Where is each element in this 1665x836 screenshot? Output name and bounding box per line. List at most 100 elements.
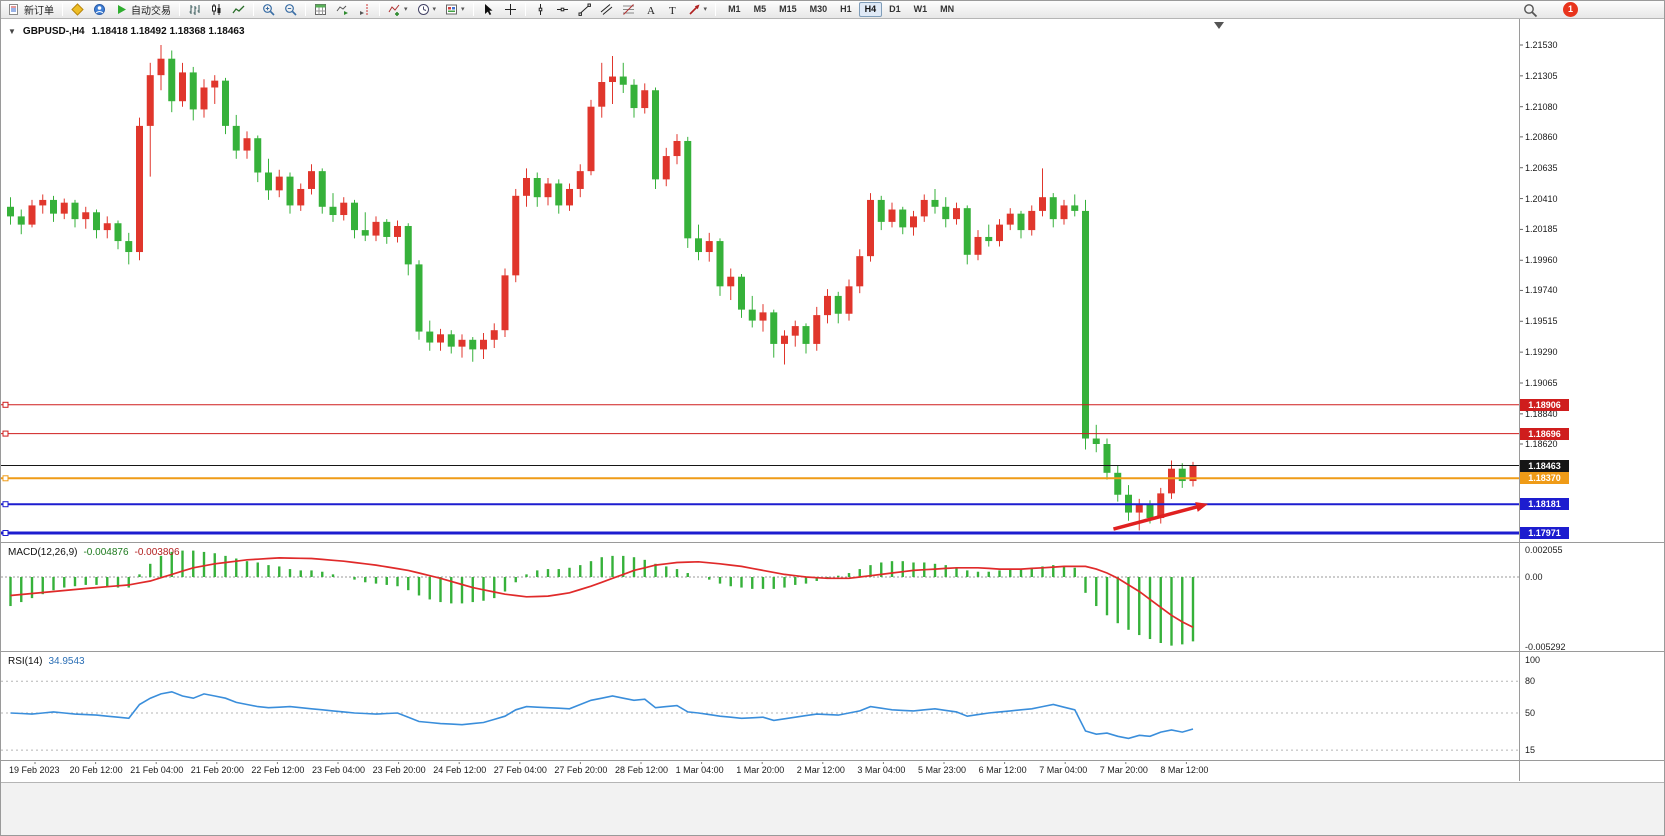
timeframe-m15[interactable]: M15 [779,4,797,14]
rsi-label: RSI(14) 34.9543 [8,656,85,667]
metaeditor-icon [71,3,84,16]
horizontal-line-button[interactable] [552,2,573,18]
new-order-button[interactable]: 新订单 [4,2,58,18]
rsi-value: 34.9543 [48,656,85,667]
market-watch-icon [94,4,105,15]
price-tick-label: 1.18840 [1525,408,1558,419]
panel-separator[interactable] [1,542,1664,544]
bar-chart-button[interactable] [184,2,205,18]
autotrading-label: 自动交易 [131,6,171,17]
vertical-line-button[interactable] [530,2,551,18]
rsi-level-label: 50 [1525,708,1536,718]
time-axis-label: 3 Mar 04:00 [857,765,906,775]
autotrading-play-icon [118,5,126,14]
candlestick-chart-icon [212,4,221,15]
autotrading-button[interactable]: 自动交易 [111,2,175,18]
time-axis-label: 7 Mar 04:00 [1039,765,1088,775]
zoom-out-icon [285,4,297,16]
templates-button[interactable]: ▾ [441,2,469,18]
new-order-icon [9,4,18,15]
toolbar-separator [472,3,474,16]
metaeditor-button[interactable] [67,2,88,18]
market-watch-button[interactable] [89,2,110,18]
time-axis-label: 2 Mar 12:00 [796,765,845,775]
macd-signal-value: -0.003806 [134,547,180,558]
timeframe-m30[interactable]: M30 [809,4,828,14]
timeframe-w1[interactable]: W1 [913,4,928,14]
window-footer-area [1,782,1664,835]
time-axis-label: 1 Mar 04:00 [675,765,724,775]
macd-panel[interactable] [1,544,1519,651]
timeframe-d1[interactable]: D1 [889,4,901,14]
time-axis-label: 19 Feb 2023 [9,765,60,775]
time-axis-label: 21 Feb 04:00 [130,765,184,775]
time-axis-label: 1 Mar 20:00 [736,765,785,775]
fibonacci-button[interactable] [618,2,639,18]
time-axis-label: 27 Feb 20:00 [554,765,608,775]
new-chart-icon [315,4,326,15]
indicators-button[interactable]: ▾ [384,2,412,18]
price-badge: 1.18906 [1520,398,1569,411]
chart-plot-area[interactable] [1,19,1519,542]
horizontal-line-icon [556,7,568,12]
rsi-panel[interactable] [1,653,1519,760]
auto-scroll-button[interactable] [332,2,353,18]
chart-symbol-period: GBPUSD-,H4 [22,26,85,37]
price-tick-label: 1.19065 [1525,377,1558,388]
timeframe-m1[interactable]: M1 [728,4,741,14]
search-icon[interactable] [1523,3,1538,18]
chevron-down-icon: ▾ [432,6,437,13]
toolbar-separator [253,3,254,16]
price-badge: 1.18463 [1520,459,1569,472]
new-chart-button[interactable] [310,2,331,18]
line-chart-icon [232,5,245,14]
zoom-in-button[interactable] [258,2,279,18]
price-badge: 1.18181 [1520,498,1569,511]
text-icon: A [647,5,655,16]
crosshair-button[interactable] [500,2,521,18]
periods-button[interactable]: ▾ [413,2,441,18]
timeframe-h4[interactable]: H4 [858,2,883,17]
price-badge: 1.18370 [1520,472,1569,485]
toolbar-separator [715,3,717,16]
rsi-level-label: 15 [1525,745,1536,756]
price-tick-label: 1.19515 [1525,316,1558,327]
arrows-button[interactable]: ▾ [684,2,712,18]
collapse-triangle-icon[interactable]: ▼ [8,27,16,36]
toolbar: 新订单 自动交易 [1,1,1664,19]
text-button[interactable]: A [640,2,661,18]
time-axis-label: 22 Feb 12:00 [251,765,305,775]
trendline-button[interactable] [574,2,595,18]
chevron-down-icon: ▾ [703,6,708,13]
macd-scale-label: -0.005292 [1525,641,1566,652]
cursor-button[interactable] [478,2,499,18]
price-tick-label: 1.21080 [1525,101,1558,112]
toolbar-separator [524,3,526,16]
svg-text:A: A [647,5,655,16]
text-label-icon: T [669,5,676,16]
macd-label: MACD(12,26,9) -0.004876 -0.003806 [8,547,180,558]
price-badge: 1.17971 [1520,527,1569,539]
auto-scroll-icon [336,5,348,15]
timeframe-h1[interactable]: H1 [840,4,852,14]
vertical-line-icon [538,4,542,15]
chart-shift-button[interactable] [354,2,375,18]
notification-badge[interactable]: 1 [1563,2,1578,17]
timeframe-mn[interactable]: MN [940,4,955,14]
chart-ohlc-values: 1.18418 1.18492 1.18368 1.18463 [91,26,245,37]
timeframe-m5[interactable]: M5 [753,4,767,14]
price-tick-label: 1.19960 [1525,255,1558,266]
panel-separator[interactable] [1,651,1664,653]
bar-chart-icon [189,5,200,15]
channel-button[interactable] [596,2,617,18]
price-tick-label: 1.21530 [1525,39,1558,50]
zoom-in-icon [263,4,275,16]
text-label-button[interactable]: T [662,2,683,18]
svg-text:T: T [669,5,676,16]
line-chart-button[interactable] [228,2,249,18]
zoom-out-button[interactable] [280,2,301,18]
candlestick-chart-button[interactable] [206,2,227,18]
cursor-icon [484,4,493,15]
macd-name: MACD(12,26,9) [8,547,78,558]
